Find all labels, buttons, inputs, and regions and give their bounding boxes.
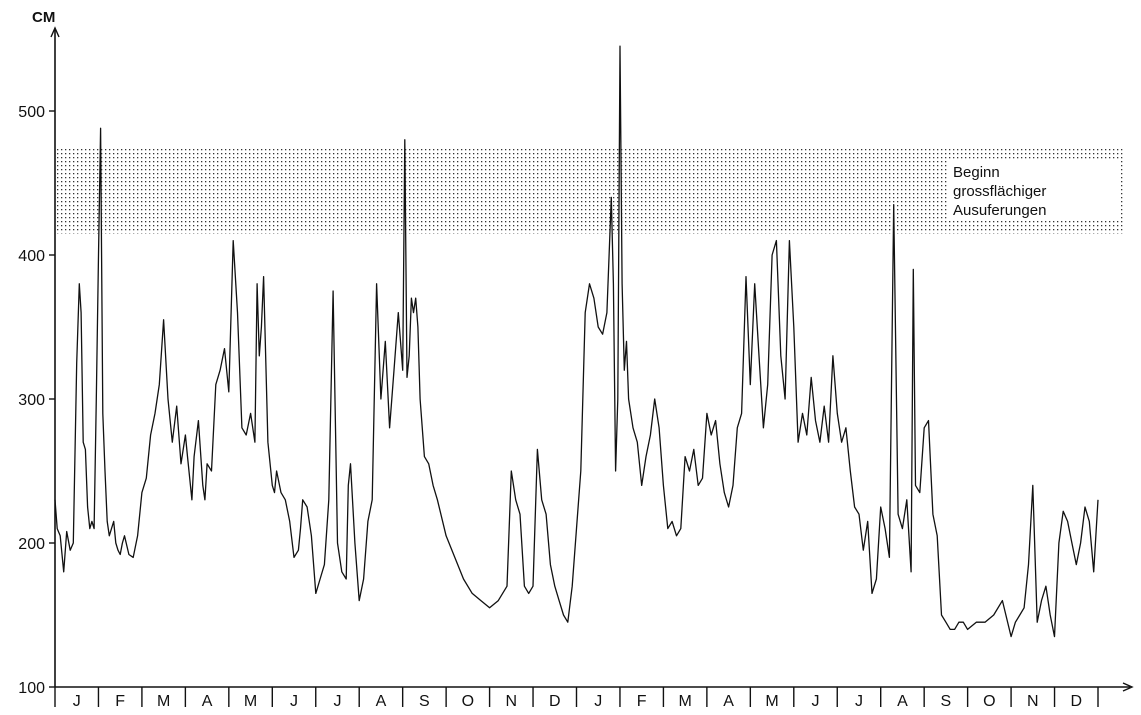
y-axis-unit-label: CM (32, 9, 55, 26)
month-label: M (765, 693, 778, 710)
month-label: A (376, 693, 387, 710)
month-label: N (1027, 693, 1039, 710)
month-label: J (290, 693, 298, 710)
y-tick-label: 500 (18, 104, 45, 121)
month-label: S (941, 693, 952, 710)
month-label: A (723, 693, 734, 710)
month-label: S (419, 693, 430, 710)
month-label: M (678, 693, 691, 710)
band-annotation: Beginn grossflächiger Ausuferungen (948, 161, 1120, 221)
month-label: D (1070, 693, 1082, 710)
y-tick-label: 400 (18, 248, 45, 265)
month-label: A (202, 693, 213, 710)
month-label: J (855, 693, 863, 710)
month-label: A (897, 693, 908, 710)
band-label-line: Ausuferungen (953, 202, 1046, 219)
water-level-line (54, 45, 1099, 638)
band-label-line: Beginn (953, 164, 1000, 181)
month-label: F (637, 693, 647, 710)
y-tick-label: 100 (18, 680, 45, 697)
month-label: M (244, 693, 257, 710)
month-label: F (115, 693, 125, 710)
y-tick-label: 300 (18, 392, 45, 409)
month-label: O (983, 693, 995, 710)
month-label: D (549, 693, 561, 710)
y-ticks: 100 200 300 400 500 (18, 104, 55, 697)
x-axis-arrow-icon (1122, 682, 1134, 692)
month-label: J (333, 693, 341, 710)
band-label-line: grossflächiger (953, 183, 1046, 200)
month-label: N (506, 693, 518, 710)
flood-band (56, 147, 1125, 234)
month-label: O (462, 693, 474, 710)
month-label: J (594, 693, 602, 710)
month-label: M (157, 693, 170, 710)
month-label: J (812, 693, 820, 710)
y-axis-arrow-icon (50, 26, 60, 38)
month-label: J (73, 693, 81, 710)
y-tick-label: 200 (18, 536, 45, 553)
